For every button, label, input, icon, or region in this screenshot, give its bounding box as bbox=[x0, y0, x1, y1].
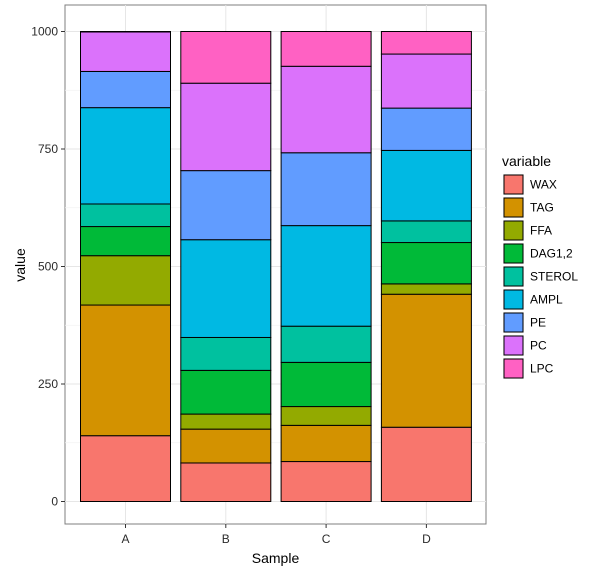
y-tick-label: 750 bbox=[38, 142, 58, 156]
y-axis-title: value bbox=[12, 248, 28, 282]
bar-segment bbox=[280, 361, 372, 408]
y-tick-label: 1000 bbox=[31, 25, 58, 39]
y-tick-label: 0 bbox=[51, 495, 58, 509]
bars bbox=[80, 31, 472, 503]
bar-segment bbox=[180, 413, 272, 430]
legend-label: TAG bbox=[530, 201, 554, 215]
legend-key bbox=[503, 220, 524, 241]
legend-title: variable bbox=[502, 153, 551, 169]
bar-segment bbox=[80, 107, 171, 205]
legend-key bbox=[503, 266, 524, 287]
legend-label: STEROL bbox=[530, 270, 578, 284]
bar-segment bbox=[180, 239, 272, 338]
bar-segment bbox=[380, 283, 472, 295]
bar-segment bbox=[380, 53, 472, 109]
bar-segment bbox=[80, 255, 171, 306]
bar-segment bbox=[80, 435, 171, 503]
legend: variable WAX TAG FFA DAG1,2 STEROL AMPL PE PC LP… bbox=[502, 153, 578, 379]
legend-label: WAX bbox=[530, 178, 557, 192]
bar-segment bbox=[380, 107, 472, 151]
bar-segment bbox=[80, 203, 171, 228]
legend-label: DAG1,2 bbox=[530, 247, 573, 261]
x-axis-title: Sample bbox=[252, 550, 300, 566]
bar-segment bbox=[280, 31, 372, 67]
bar-segment bbox=[280, 406, 372, 426]
legend-key bbox=[503, 243, 524, 264]
legend-label: FFA bbox=[530, 224, 552, 238]
bar-segment bbox=[380, 426, 472, 502]
legend-label: PE bbox=[530, 316, 546, 330]
bar-segment bbox=[80, 226, 171, 257]
bar-segment bbox=[280, 461, 372, 502]
x-tick-label: A bbox=[121, 532, 129, 546]
bar-segment bbox=[380, 242, 472, 285]
bar-segment bbox=[180, 336, 272, 371]
bar-segment bbox=[180, 82, 272, 172]
bar-segment bbox=[180, 31, 272, 84]
bar-segment bbox=[180, 369, 272, 415]
x-tick-label: C bbox=[322, 532, 331, 546]
x-tick-label: B bbox=[222, 532, 230, 546]
legend-key bbox=[503, 358, 524, 379]
bar-segment bbox=[280, 325, 372, 363]
bar-segment bbox=[80, 31, 171, 72]
legend-key bbox=[503, 312, 524, 333]
y-tick-label: 500 bbox=[38, 260, 58, 274]
legend-label: LPC bbox=[530, 362, 554, 376]
legend-label: AMPL bbox=[530, 293, 563, 307]
bar-segment bbox=[280, 225, 372, 327]
bar-segment bbox=[180, 170, 272, 241]
bar-segment bbox=[280, 152, 372, 227]
bar-segment bbox=[380, 220, 472, 244]
bar-segment bbox=[180, 462, 272, 502]
axes: 0 250 500 750 1000 A B C D bbox=[31, 25, 431, 547]
x-tick-label: D bbox=[422, 532, 431, 546]
legend-key bbox=[503, 174, 524, 195]
bar-segment bbox=[380, 293, 472, 428]
bar-segment bbox=[380, 31, 472, 55]
legend-key bbox=[503, 289, 524, 310]
legend-key bbox=[503, 197, 524, 218]
bar-segment bbox=[280, 65, 372, 154]
legend-label: PC bbox=[530, 339, 547, 353]
legend-key bbox=[503, 335, 524, 356]
bar-segment bbox=[80, 70, 171, 109]
bar-segment bbox=[280, 424, 372, 463]
y-tick-label: 250 bbox=[38, 377, 58, 391]
bar-segment bbox=[180, 428, 272, 464]
bar-segment bbox=[380, 149, 472, 222]
bar-segment bbox=[80, 304, 171, 437]
